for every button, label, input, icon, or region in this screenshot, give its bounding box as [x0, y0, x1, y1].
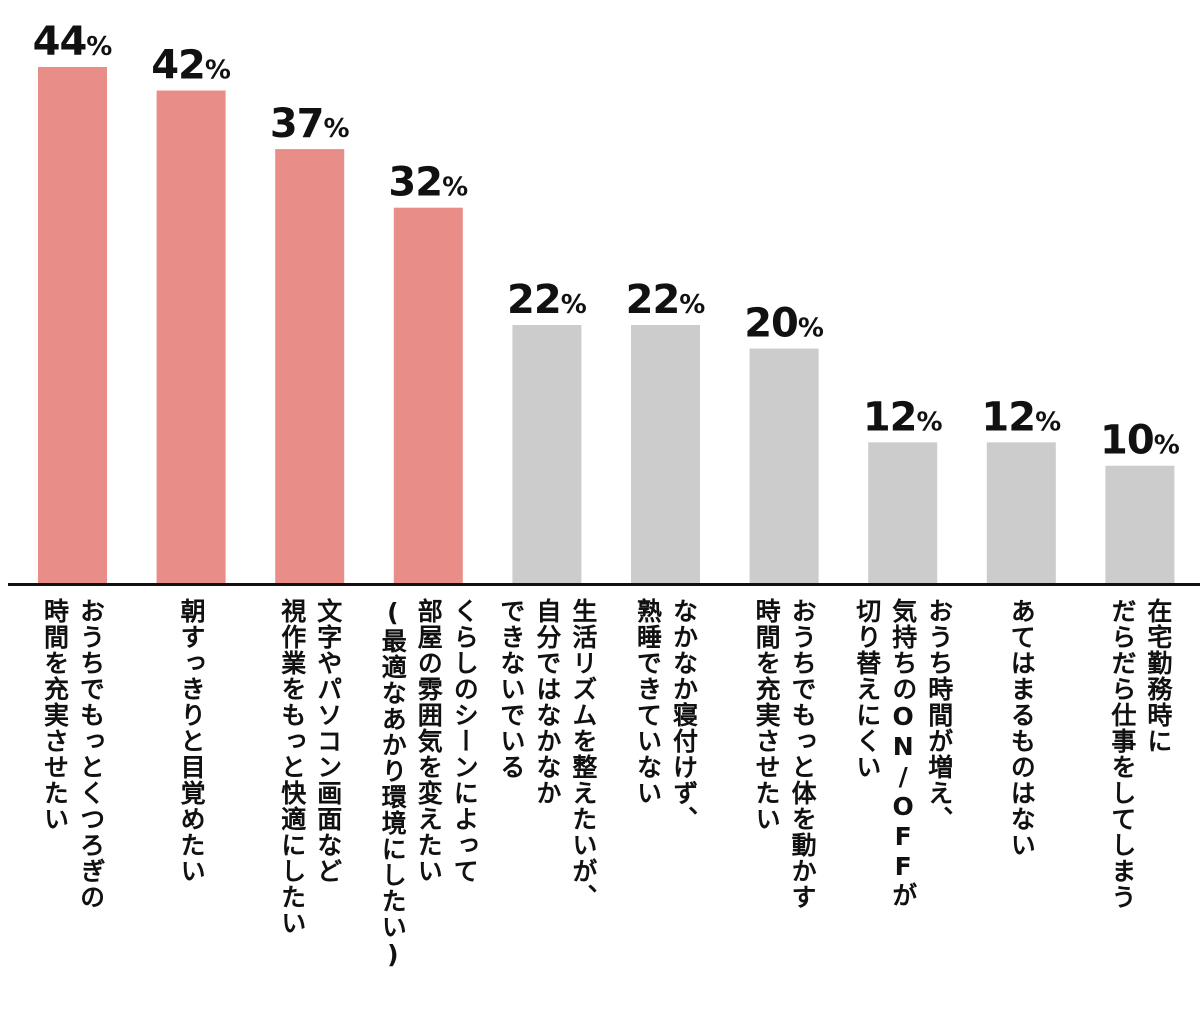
- value-unit: %: [798, 314, 824, 344]
- category-label-5: 生活リズムを整えたいが、 自分ではなかなか できないでいる: [496, 598, 598, 910]
- value-number: 37: [270, 101, 324, 147]
- value-number: 44: [33, 19, 87, 65]
- bar-8: [868, 442, 938, 583]
- value-unit: %: [679, 290, 705, 320]
- bar-1: [38, 67, 107, 583]
- value-label-7: 20%: [744, 301, 824, 347]
- value-unit: %: [1154, 431, 1180, 461]
- bar-4: [393, 207, 463, 583]
- value-unit: %: [86, 32, 112, 62]
- value-label-4: 32%: [388, 160, 468, 206]
- value-number: 42: [151, 43, 205, 89]
- value-label-5: 22%: [507, 277, 587, 323]
- category-label-2: 朝すっきりと目覚めたい: [177, 598, 207, 884]
- value-label-2: 42%: [151, 43, 231, 89]
- value-unit: %: [442, 173, 468, 203]
- bar-5: [512, 325, 582, 583]
- value-number: 20: [744, 301, 798, 347]
- bar-10: [1105, 465, 1175, 583]
- bar-6: [631, 325, 700, 583]
- value-label-6: 22%: [626, 277, 706, 323]
- value-unit: %: [205, 56, 231, 86]
- bar-2: [156, 90, 226, 583]
- category-label-8: おうち時間が増え、 気持ちのON/OFFが 切り替えにくい: [852, 598, 954, 908]
- value-label-9: 12%: [981, 394, 1061, 440]
- value-unit: %: [1035, 407, 1061, 437]
- value-number: 10: [1100, 418, 1154, 464]
- category-label-6: なかなか寝付けず、 熟睡できていない: [633, 598, 699, 832]
- category-label-3: 文字やパソコン画面など 視作業をもっと快適にしたい: [277, 598, 343, 936]
- value-unit: %: [561, 290, 587, 320]
- value-label-1: 44%: [33, 19, 113, 65]
- bar-7: [749, 348, 819, 583]
- value-number: 12: [863, 394, 917, 440]
- value-label-10: 10%: [1100, 418, 1180, 464]
- value-labels-group: 44% 42%37%32%22% 22% 20%12% 12% 10%: [33, 19, 1180, 464]
- value-label-8: 12%: [863, 394, 943, 440]
- value-unit: %: [324, 114, 350, 144]
- category-label-7: おうちでもっと体を動かす 時間を充実させたい: [752, 598, 818, 910]
- value-number: 22: [507, 277, 561, 323]
- value-number: 32: [388, 160, 442, 206]
- value-label-3: 37%: [270, 101, 350, 147]
- value-number: 22: [626, 277, 680, 323]
- bar-9: [986, 442, 1056, 583]
- bars-group: [38, 67, 1175, 583]
- category-label-4: くらしのシーンによって 部屋の雰囲気を変えたい (最適なあかり環境にしたい): [378, 598, 480, 970]
- value-number: 12: [981, 394, 1035, 440]
- value-unit: %: [917, 407, 943, 437]
- category-label-1: おうちでもっとくつろぎの 時間を充実させたい: [40, 598, 106, 910]
- category-label-10: 在宅勤務時に だらだら仕事をしてしまう: [1107, 598, 1173, 910]
- bar-3: [275, 149, 345, 583]
- category-label-9: あてはまるものはない: [1007, 598, 1037, 858]
